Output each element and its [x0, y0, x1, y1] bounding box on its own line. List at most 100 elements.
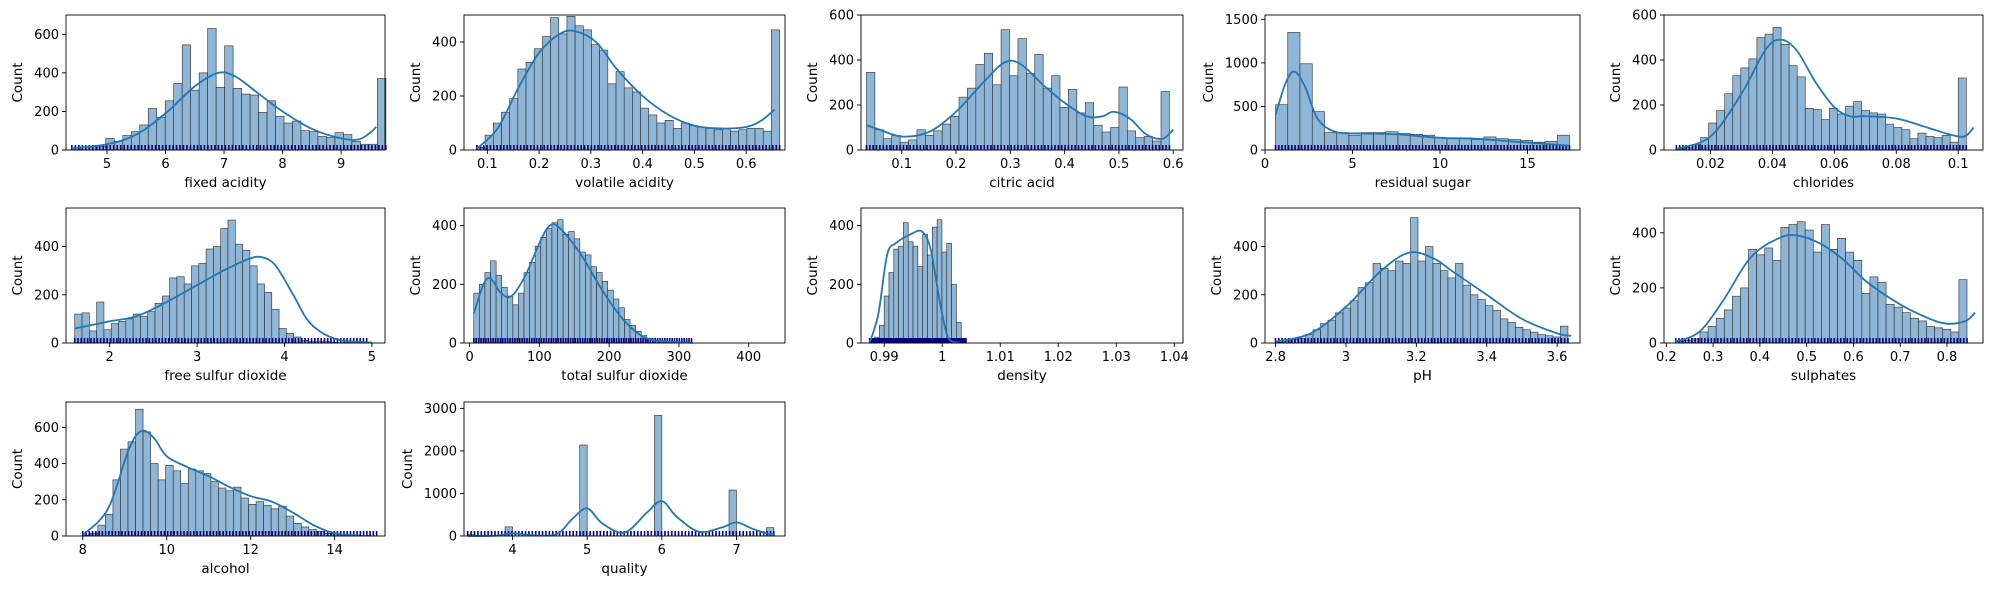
y-axis-label: Count [1209, 255, 1225, 295]
histogram-bar [746, 128, 756, 151]
histogram-bar [523, 272, 530, 344]
x-tick-label: 2.8 [1265, 350, 1286, 365]
histogram-bar [883, 295, 890, 344]
histogram-bar [1829, 108, 1838, 151]
histogram-bar [127, 441, 136, 537]
histogram-bar [1076, 112, 1086, 151]
x-tick-label: 0.7 [1890, 350, 1911, 365]
y-tick-label: 0 [1649, 144, 1657, 159]
histogram-bar [157, 479, 166, 537]
histogram-bar [632, 91, 641, 151]
histogram-bar [97, 145, 107, 151]
histogram-bar [1410, 217, 1419, 344]
histogram-bar [233, 486, 242, 537]
histogram-bar [191, 265, 200, 344]
x-tick-label: 6 [658, 543, 666, 558]
y-tick-label: 2000 [424, 444, 457, 459]
histogram-bar [249, 94, 259, 151]
y-tick-label: 200 [34, 105, 59, 120]
y-tick-label: 200 [34, 288, 59, 303]
histogram-bar [591, 44, 600, 151]
x-tick-label: 5 [1348, 157, 1356, 172]
y-tick-label: 1500 [1225, 13, 1258, 28]
histogram-bars [1676, 27, 1967, 151]
histogram-bar [1342, 307, 1351, 344]
y-axis-label: Count [805, 62, 821, 102]
kde-curve [467, 500, 774, 537]
histogram-bar [241, 93, 251, 151]
x-tick-label: 3 [1342, 350, 1350, 365]
histogram-bar [936, 219, 943, 344]
y-tick-label: 0 [449, 337, 457, 352]
y-axis-label: Count [408, 255, 424, 295]
x-axis-label: alcohol [201, 561, 249, 577]
histogram-bar [1877, 113, 1887, 151]
histogram-bar [195, 470, 204, 537]
histogram-bar [654, 415, 663, 537]
histogram-bar [540, 237, 547, 344]
x-tick-label: 400 [736, 350, 761, 365]
histogram-bar [1462, 284, 1471, 344]
histogram-bar [950, 115, 960, 151]
histogram-bar [1042, 87, 1052, 151]
y-tick-label: 0 [846, 337, 854, 352]
kde-curve [1275, 251, 1572, 343]
histogram-bar [579, 444, 588, 537]
histogram-bar [266, 100, 276, 151]
histogram-bar [1084, 102, 1094, 151]
y-tick-label: 0 [1250, 337, 1258, 352]
x-tick-label: 1.03 [1102, 350, 1131, 365]
y-tick-label: 200 [829, 278, 854, 293]
histogram-bar [1716, 110, 1726, 151]
histogram-bars [74, 219, 367, 344]
histogram-bar [495, 275, 502, 344]
axes-frame [463, 14, 786, 151]
histogram-bar [180, 483, 189, 537]
histogram-bar [1387, 270, 1396, 344]
x-tick-label: 200 [597, 350, 622, 365]
histogram-bar [975, 64, 985, 151]
x-tick-label: 15 [1519, 157, 1536, 172]
x-tick-label: 0.5 [1796, 350, 1817, 365]
histogram-bar [525, 61, 535, 151]
y-tick-label: 200 [1233, 288, 1258, 303]
histogram-bar [198, 72, 208, 151]
rug-marks [1674, 338, 1968, 343]
histogram-bar [558, 33, 568, 151]
histogram-bar [992, 84, 1002, 151]
x-tick-label: 0.04 [1758, 157, 1787, 172]
histogram-bar [210, 481, 219, 537]
histogram-bar [172, 470, 182, 537]
y-tick-label: 0 [846, 144, 854, 159]
histogram-bar [509, 98, 519, 151]
x-tick-label: 5 [583, 543, 591, 558]
histogram-bar [165, 465, 174, 537]
subplot-alcohol: 8 10 12 14 0 200 400 600 alcohol Count [10, 401, 386, 577]
x-tick-label: 0.1 [891, 157, 912, 172]
y-tick-label: 200 [432, 90, 457, 105]
histogram-bar [225, 490, 234, 537]
histogram-bar [607, 83, 617, 151]
histogram-bar [1477, 299, 1486, 344]
histogram-bar [534, 245, 542, 344]
histogram-bar [220, 228, 229, 344]
histogram-bar [1756, 254, 1765, 344]
y-tick-label: 0 [1250, 144, 1258, 159]
histogram-bar [689, 125, 699, 151]
histogram-bar [263, 504, 272, 537]
rug-marks [1274, 145, 1571, 150]
x-tick-label: 0.4 [632, 157, 653, 172]
rug-marks [476, 145, 781, 150]
histogram-bar [922, 234, 928, 344]
histogram-bar [623, 87, 633, 151]
histogram-bar [285, 515, 295, 537]
kde-curve [476, 29, 776, 150]
y-tick-label: 400 [34, 240, 59, 255]
histogram-bar [1447, 277, 1456, 344]
histogram-bar [506, 295, 514, 344]
histogram-bar [1380, 267, 1389, 344]
x-tick-label: 0.3 [581, 157, 602, 172]
x-tick-label: 0.2 [1656, 350, 1677, 365]
histogram-bar [258, 112, 268, 151]
x-tick-label: 100 [527, 350, 552, 365]
